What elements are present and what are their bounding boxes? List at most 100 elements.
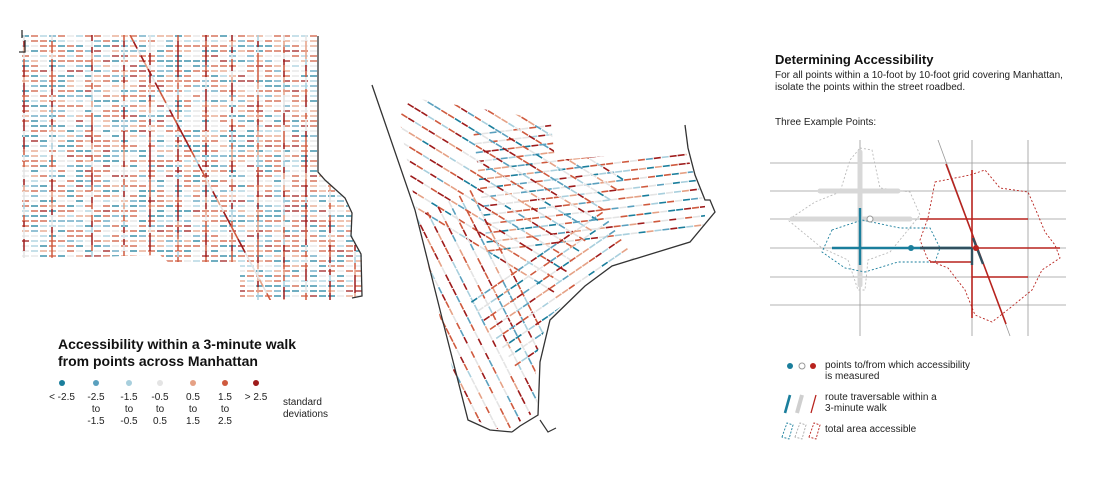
street (434, 306, 440, 314)
street (426, 211, 432, 219)
street (488, 306, 493, 314)
street (470, 404, 476, 412)
street (490, 182, 498, 188)
street (541, 161, 549, 164)
street (407, 103, 415, 109)
street (558, 223, 566, 229)
street (540, 268, 547, 275)
street (706, 188, 713, 189)
street (421, 125, 429, 131)
street (574, 306, 581, 313)
street (563, 234, 571, 240)
street (677, 153, 685, 157)
street (431, 326, 436, 334)
street (530, 178, 537, 184)
legend-title-line2: from points across Manhattan (58, 353, 258, 369)
scale-dot (222, 380, 228, 386)
street (603, 144, 612, 148)
street (512, 252, 520, 258)
street (669, 218, 677, 221)
street (481, 399, 487, 407)
overlap-route (971, 237, 985, 265)
street (472, 241, 480, 247)
street (463, 309, 468, 317)
street (510, 284, 517, 290)
street (680, 180, 688, 184)
street (671, 172, 679, 176)
street (576, 120, 584, 124)
broadway (190, 150, 196, 158)
street (427, 292, 432, 300)
street (498, 139, 506, 142)
street (436, 163, 444, 169)
street (535, 139, 543, 145)
street (520, 397, 526, 405)
street (562, 131, 570, 134)
street (606, 297, 614, 304)
street (689, 116, 697, 119)
street (550, 169, 558, 172)
street (517, 164, 525, 167)
street (460, 80, 466, 84)
street (481, 134, 489, 140)
street (588, 146, 596, 149)
broadway (240, 245, 246, 253)
street (509, 348, 515, 356)
street (555, 137, 562, 143)
street (589, 172, 597, 178)
street (490, 297, 498, 303)
street (662, 228, 670, 231)
street (462, 229, 468, 237)
street (482, 141, 490, 144)
street (565, 242, 573, 248)
street (499, 211, 507, 215)
street (650, 193, 658, 196)
street (685, 216, 693, 219)
street (520, 270, 528, 276)
street (494, 114, 502, 120)
street (516, 169, 524, 175)
street (704, 177, 705, 181)
street (606, 162, 614, 165)
street (491, 259, 496, 267)
street (410, 175, 417, 181)
street (597, 154, 605, 157)
street (512, 237, 520, 243)
street (547, 287, 555, 293)
street (395, 176, 397, 183)
street (528, 135, 536, 141)
broadway (233, 231, 239, 240)
street (614, 266, 621, 272)
street (434, 333, 440, 341)
examples-label: Three Example Points: (775, 117, 877, 128)
street (515, 141, 523, 147)
broadway (161, 95, 167, 104)
scale-label: to (124, 404, 134, 415)
street (572, 232, 579, 238)
street (627, 270, 634, 276)
street (477, 306, 484, 312)
street (616, 175, 624, 181)
street (553, 123, 561, 127)
street (427, 319, 433, 327)
street (416, 164, 424, 170)
street (456, 349, 461, 357)
scale-label: > 2.5 (244, 392, 268, 403)
street (453, 103, 461, 109)
street (564, 149, 572, 152)
street (505, 233, 513, 239)
street (537, 196, 545, 202)
street (594, 200, 602, 203)
street (514, 112, 522, 118)
street (636, 149, 644, 153)
street (491, 210, 499, 216)
street (553, 262, 561, 268)
street (513, 409, 519, 417)
street (580, 315, 588, 322)
street (517, 416, 523, 424)
street (497, 279, 505, 285)
street (427, 73, 433, 77)
street (594, 279, 602, 285)
street (688, 179, 696, 183)
street (508, 324, 516, 331)
